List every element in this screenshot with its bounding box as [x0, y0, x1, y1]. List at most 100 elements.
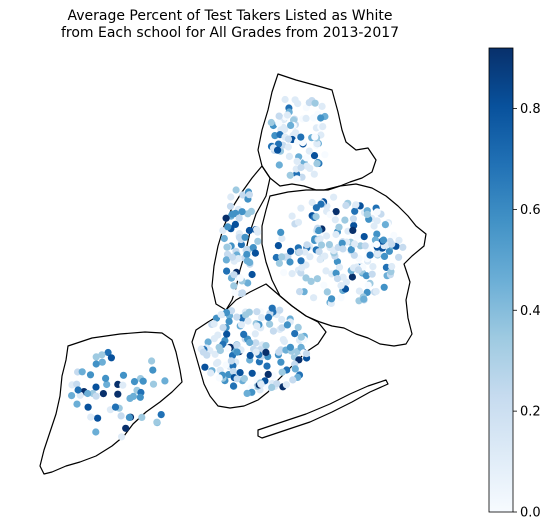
school-marker	[342, 278, 350, 286]
school-marker	[399, 243, 407, 251]
school-marker	[211, 350, 219, 358]
school-marker	[210, 335, 218, 343]
school-marker	[366, 251, 374, 259]
school-marker	[210, 320, 218, 328]
school-marker	[236, 274, 244, 282]
school-marker	[118, 433, 126, 441]
school-marker	[215, 374, 223, 382]
school-marker	[303, 241, 311, 249]
school-marker	[87, 413, 95, 421]
school-marker	[341, 216, 349, 224]
staten-island-outline	[39, 331, 183, 475]
school-marker	[288, 212, 296, 220]
school-marker	[284, 135, 293, 143]
school-marker	[373, 217, 381, 225]
school-marker	[317, 200, 325, 208]
map-title-line2: from Each school for All Grades from 201…	[60, 25, 400, 41]
school-marker	[223, 243, 231, 251]
school-marker	[263, 362, 271, 370]
school-marker	[330, 193, 338, 201]
school-marker	[322, 267, 330, 275]
school-marker	[246, 351, 254, 360]
school-marker	[278, 368, 286, 376]
school-marker	[262, 348, 270, 356]
school-marker	[251, 249, 259, 257]
school-marker	[233, 341, 241, 349]
school-marker	[275, 348, 283, 356]
school-marker	[99, 390, 107, 398]
school-marker	[323, 232, 331, 240]
school-marker	[157, 411, 165, 419]
school-marker	[269, 327, 277, 335]
school-marker	[368, 270, 376, 278]
school-marker	[302, 274, 310, 282]
school-marker	[335, 223, 343, 231]
school-marker	[318, 102, 326, 110]
school-marker	[287, 121, 295, 129]
school-marker	[310, 170, 318, 178]
school-marker	[237, 241, 245, 249]
school-marker	[363, 210, 371, 218]
school-marker	[243, 389, 251, 397]
school-marker	[333, 275, 342, 283]
school-marker	[315, 226, 323, 234]
school-marker	[338, 239, 346, 247]
school-marker	[297, 204, 305, 212]
school-marker	[313, 160, 321, 168]
school-marker	[222, 309, 231, 317]
school-marker	[268, 304, 276, 312]
school-marker	[275, 119, 283, 127]
school-marker	[306, 253, 314, 261]
school-marker	[317, 114, 325, 122]
school-marker	[84, 403, 92, 411]
school-marker	[302, 154, 310, 162]
school-marker	[238, 289, 247, 297]
school-marker	[280, 269, 288, 277]
school-marker	[385, 247, 393, 255]
school-marker	[302, 114, 310, 122]
school-marker	[293, 175, 301, 183]
school-marker	[350, 251, 358, 259]
school-marker	[360, 295, 368, 303]
school-marker	[297, 343, 305, 351]
school-marker	[364, 281, 372, 289]
school-marker	[248, 270, 256, 279]
school-marker	[267, 118, 275, 127]
school-marker	[268, 383, 276, 391]
school-marker	[302, 350, 311, 358]
school-marker	[294, 100, 302, 108]
school-marker	[305, 99, 313, 107]
school-marker	[122, 424, 130, 432]
school-marker	[235, 233, 244, 241]
colorbar-tick-label: 0.8	[520, 102, 541, 117]
school-marker	[288, 270, 296, 278]
school-marker	[204, 338, 212, 346]
school-marker	[130, 378, 139, 386]
colorbar-tick-label: 0.4	[520, 304, 541, 319]
school-marker	[220, 234, 228, 243]
school-marker	[215, 343, 223, 351]
school-marker	[233, 348, 241, 356]
school-marker	[251, 330, 259, 338]
school-marker	[84, 389, 92, 398]
school-marker	[214, 358, 222, 366]
school-marker	[289, 376, 297, 384]
school-marker	[311, 99, 319, 107]
school-marker	[230, 282, 238, 290]
school-marker	[332, 208, 340, 216]
school-marker	[243, 250, 251, 259]
school-marker	[353, 232, 361, 241]
school-marker	[233, 313, 241, 321]
school-marker	[92, 353, 100, 361]
map-title: Average Percent of Test Takers Listed as…	[0, 8, 460, 42]
colorbar-tick-label: 0.6	[520, 203, 541, 218]
queens-outline	[261, 183, 427, 347]
school-marker	[219, 324, 227, 332]
school-marker	[313, 139, 321, 147]
school-marker	[308, 198, 316, 207]
school-marker	[347, 246, 355, 254]
school-marker	[74, 386, 82, 394]
school-marker	[349, 215, 357, 223]
school-marker	[253, 322, 261, 330]
school-marker	[310, 152, 319, 160]
